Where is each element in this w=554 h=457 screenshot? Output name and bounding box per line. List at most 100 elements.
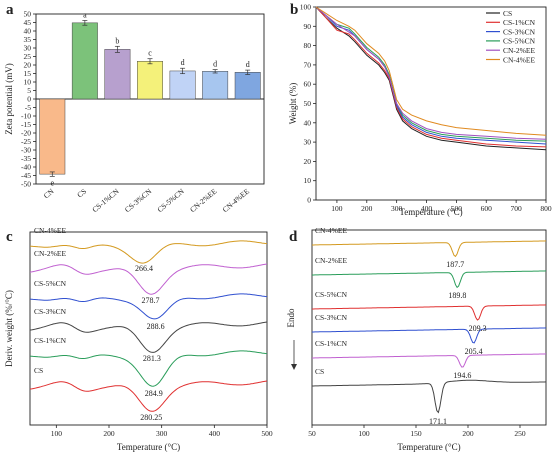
series-label: CS-3%CN <box>34 307 67 316</box>
y-tick-label: 0 <box>27 95 31 104</box>
series-line-CS <box>29 380 268 412</box>
series-line-CS-1%CN <box>29 350 268 387</box>
x-tick-label: 500 <box>451 204 463 213</box>
plot-frame <box>311 229 547 426</box>
y-tick-label: -25 <box>21 137 31 146</box>
y-tick-label: 30 <box>24 44 32 53</box>
y-tick-label: -30 <box>21 146 31 155</box>
series-line-CS-5%CN <box>312 304 547 321</box>
y-tick-label: 40 <box>304 118 312 127</box>
peak-label: 288.6 <box>147 322 165 331</box>
bar-CN-2%EE <box>202 71 229 100</box>
x-tick-label: 400 <box>209 429 221 438</box>
legend-label: CN-4%EE <box>503 55 535 64</box>
plot-frame <box>29 231 268 426</box>
panel-label-c: c <box>6 229 13 245</box>
x-tick-label: 700 <box>511 204 523 213</box>
peak-label: 189.8 <box>448 291 466 300</box>
legend-label: CS-5%CN <box>503 37 536 46</box>
x-tick-label: 200 <box>103 429 115 438</box>
series-label: CN-4%EE <box>34 226 66 235</box>
x-tick-label: 50 <box>308 429 316 438</box>
y-axis-label: Zeta potential (mV) <box>4 63 14 134</box>
y-tick-label: -40 <box>21 163 31 172</box>
series-label: CN-4%EE <box>315 226 347 235</box>
x-tick-label: 300 <box>156 429 168 438</box>
y-tick-label: 20 <box>24 61 32 70</box>
endo-arrow-head <box>291 364 297 370</box>
peak-label: 278.7 <box>141 296 159 305</box>
x-axis-label: Temperature (°C) <box>399 207 462 217</box>
series-line-CN-2%EE <box>29 263 268 295</box>
series-label: CS <box>34 366 43 375</box>
y-tick-label: -15 <box>21 120 31 129</box>
peak-label: 266.4 <box>135 264 153 273</box>
peak-label: 187.7 <box>446 260 464 269</box>
y-tick-label: 15 <box>24 69 32 78</box>
y-tick-label: 40 <box>24 27 32 36</box>
bar-CS-3%CN <box>137 61 163 100</box>
y-tick-label: 10 <box>304 176 312 185</box>
series-label: CS-5%CN <box>34 279 67 288</box>
y-tick-label: 100 <box>300 3 312 12</box>
peak-label: 205.4 <box>465 347 483 356</box>
legend-label: CN-2%EE <box>503 46 535 55</box>
panel-a: a-50-45-40-35-30-25-20-15-10-50510152025… <box>4 2 265 214</box>
y-tick-label: 90 <box>304 22 312 31</box>
x-tick-label: 200 <box>361 204 373 213</box>
series-label: CN-2%EE <box>34 249 66 258</box>
series-label: CS-1%CN <box>315 339 348 348</box>
panel-c: c 100 200 300 400 500 CS 280.25 CS-1%CN 284.9 CS-3… <box>4 226 273 452</box>
panel-d: d 50 100 150 200 250 CS 171.1 CS-1%CN 194.6 CS-3%C… <box>286 226 547 452</box>
y-tick-label: -20 <box>21 129 31 138</box>
peak-label: 284.9 <box>145 389 163 398</box>
y-axis-label: Endo <box>286 308 296 327</box>
legend-label: CS-3%CN <box>503 27 536 36</box>
peak-label: 171.1 <box>429 417 447 426</box>
series-line-CN-2%EE <box>312 270 547 289</box>
panel-label-d: d <box>289 229 298 245</box>
panel-label-a: a <box>6 2 14 18</box>
y-axis-label: Deriv. weight (%/°C) <box>4 290 14 367</box>
x-tick-label: 500 <box>261 429 273 438</box>
x-tick-label: 600 <box>481 204 493 213</box>
y-tick-label: 60 <box>304 80 312 89</box>
x-axis-label: Temperature (°C) <box>117 442 180 452</box>
x-tick-label: 800 <box>540 204 552 213</box>
series-line-CN-4%EE <box>315 6 547 136</box>
bar-CS <box>71 22 98 100</box>
y-tick-label: 5 <box>27 86 31 95</box>
y-tick-label: -10 <box>21 112 31 121</box>
x-category-label: CN-2%EE <box>188 186 219 214</box>
significance-letter: c <box>148 49 152 58</box>
series-label: CS-5%CN <box>315 290 348 299</box>
y-tick-label: -50 <box>21 180 31 189</box>
x-tick-label: 300 <box>391 204 403 213</box>
x-category-label: CS-1%CN <box>90 186 121 214</box>
series-line-CS-5%CN <box>29 293 268 320</box>
y-tick-label: -5 <box>25 103 31 112</box>
x-category-label: CN-4%EE <box>221 186 252 214</box>
legend-label: CS-1%CN <box>503 18 536 27</box>
peak-label: 209.3 <box>469 324 487 333</box>
x-tick-label: 100 <box>331 204 343 213</box>
legend-label: CS <box>503 9 512 18</box>
y-tick-label: 50 <box>304 99 312 108</box>
y-tick-label: 30 <box>304 138 312 147</box>
x-category-label: CN <box>42 186 56 200</box>
peak-label: 281.3 <box>143 354 161 363</box>
significance-letter: b <box>115 36 119 45</box>
x-tick-label: 150 <box>410 429 422 438</box>
x-category-label: CS-3%CN <box>123 186 154 214</box>
x-tick-label: 400 <box>421 204 433 213</box>
peak-label: 280.25 <box>140 413 162 422</box>
y-tick-label: 25 <box>24 52 32 61</box>
y-tick-label: 0 <box>307 196 311 205</box>
x-axis-label: Temperature (°C) <box>397 442 460 452</box>
x-tick-label: 100 <box>51 429 63 438</box>
bar-CN <box>39 98 66 175</box>
series-label: CS <box>315 367 324 376</box>
x-category-label: CS <box>75 187 88 200</box>
